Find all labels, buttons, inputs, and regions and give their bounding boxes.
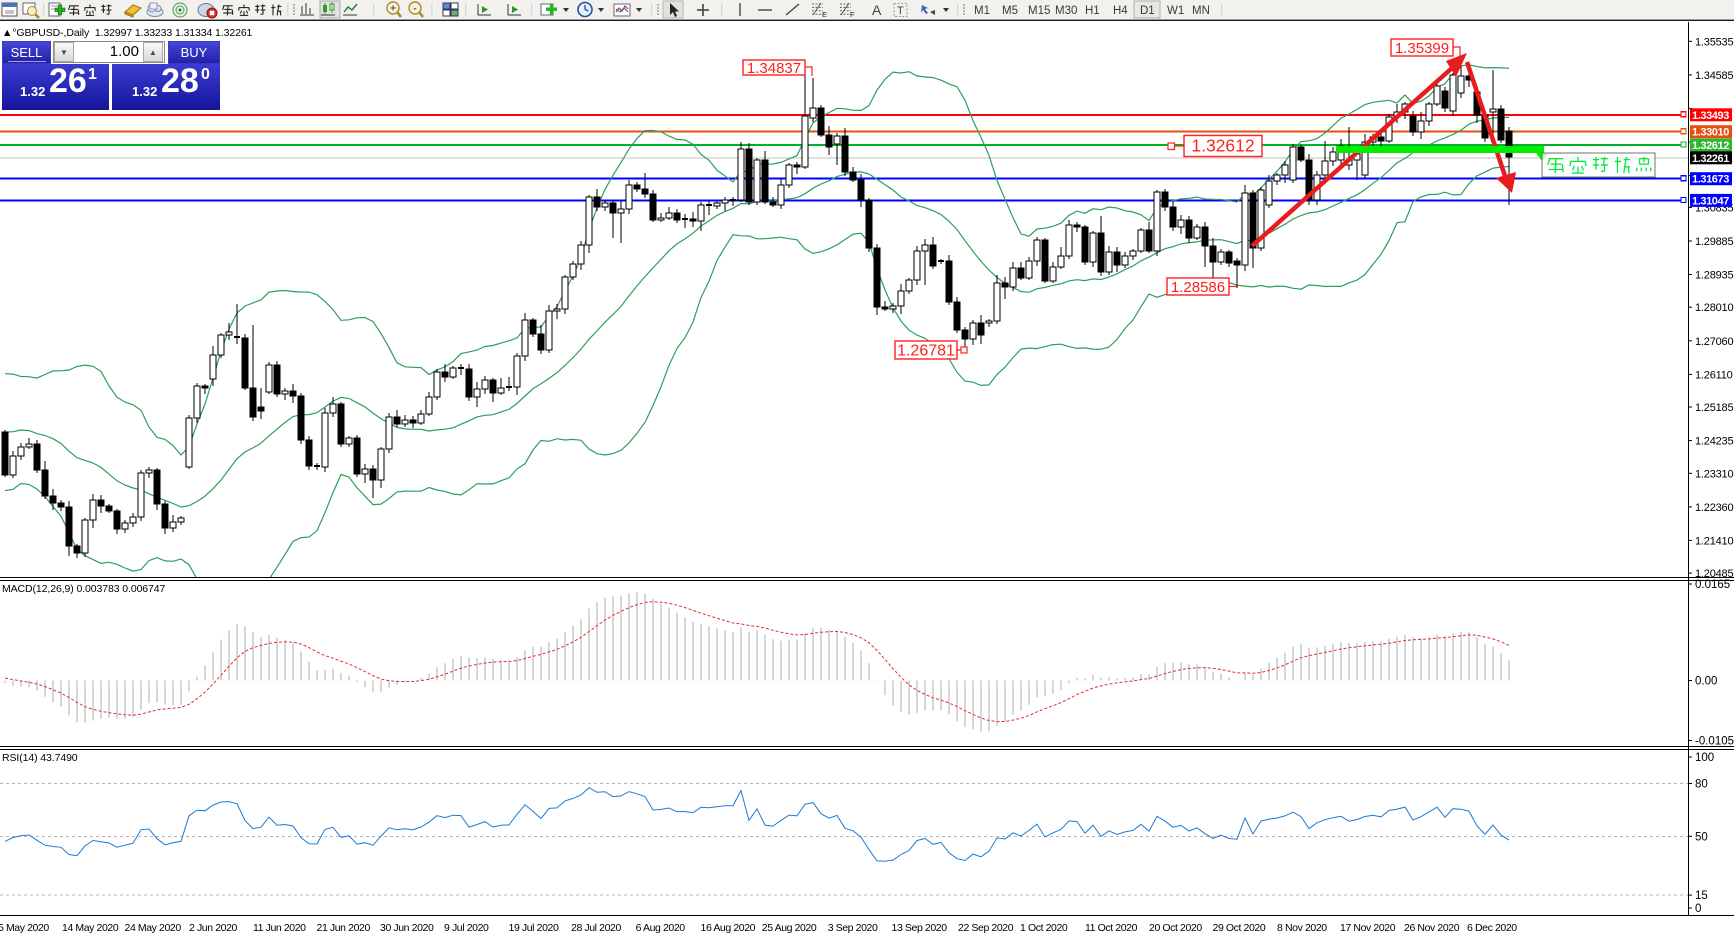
svg-text:M15: M15	[1028, 5, 1050, 17]
svg-text:H4: H4	[1113, 5, 1128, 17]
svg-text:M30: M30	[1055, 5, 1077, 17]
svg-text:20 Oct 2020: 20 Oct 2020	[1149, 922, 1202, 934]
svg-text:16 Aug 2020: 16 Aug 2020	[701, 922, 756, 934]
svg-text:A: A	[872, 2, 882, 18]
svg-text:1.25185: 1.25185	[1695, 402, 1733, 414]
svg-text:M5: M5	[1002, 5, 1018, 17]
svg-text:50: 50	[1695, 831, 1708, 843]
svg-text:1.33010: 1.33010	[1692, 127, 1729, 139]
svg-text:80: 80	[1695, 779, 1708, 791]
svg-text:0: 0	[1695, 903, 1701, 915]
svg-text:M1: M1	[974, 5, 990, 17]
svg-text:1.32612: 1.32612	[1692, 140, 1729, 152]
svg-text:F: F	[850, 10, 855, 19]
svg-text:9 Jul 2020: 9 Jul 2020	[444, 922, 489, 934]
svg-text:0.00: 0.00	[1695, 676, 1717, 688]
svg-text:8 Nov 2020: 8 Nov 2020	[1277, 922, 1327, 934]
svg-text:1.35535: 1.35535	[1695, 36, 1733, 48]
svg-text:11 Oct 2020: 11 Oct 2020	[1085, 922, 1138, 934]
svg-text:-0.010571: -0.010571	[1695, 736, 1734, 748]
svg-text:6 Aug 2020: 6 Aug 2020	[636, 922, 686, 934]
svg-text:1.26781: 1.26781	[897, 343, 955, 360]
svg-text:1.21410: 1.21410	[1695, 535, 1733, 547]
svg-text:5 May 2020: 5 May 2020	[0, 922, 49, 934]
svg-text:1.26110: 1.26110	[1695, 369, 1733, 381]
svg-text:MN: MN	[1192, 5, 1210, 17]
svg-text:1.27060: 1.27060	[1695, 336, 1733, 348]
svg-text:H1: H1	[1085, 5, 1100, 17]
svg-text:15: 15	[1695, 890, 1708, 902]
svg-text:1.32261: 1.32261	[1692, 153, 1729, 165]
svg-text:11 Jun 2020: 11 Jun 2020	[253, 922, 306, 934]
svg-text:RSI(14) 43.7490: RSI(14) 43.7490	[2, 752, 78, 764]
svg-text:17 Nov 2020: 17 Nov 2020	[1340, 922, 1396, 934]
svg-text:+: +	[390, 4, 396, 15]
svg-text:1.24235: 1.24235	[1695, 436, 1733, 448]
svg-text:1.31047: 1.31047	[1692, 195, 1729, 207]
svg-text:22 Sep 2020: 22 Sep 2020	[958, 922, 1014, 934]
svg-text:100: 100	[1695, 752, 1714, 764]
svg-text:21 Jun 2020: 21 Jun 2020	[317, 922, 371, 934]
svg-text:28 Jul 2020: 28 Jul 2020	[571, 922, 621, 934]
svg-text:1.33493: 1.33493	[1692, 110, 1729, 122]
svg-text:30 Jun 2020: 30 Jun 2020	[380, 922, 434, 934]
svg-text:T: T	[897, 5, 904, 17]
svg-text:D1: D1	[1140, 5, 1155, 17]
svg-text:-: -	[413, 4, 416, 15]
svg-text:13 Sep 2020: 13 Sep 2020	[892, 922, 948, 934]
svg-text:1.28586: 1.28586	[1171, 279, 1225, 296]
svg-text:1.22360: 1.22360	[1695, 502, 1733, 514]
svg-text:0.0165: 0.0165	[1695, 579, 1730, 591]
svg-text:6 Dec 2020: 6 Dec 2020	[1467, 922, 1517, 934]
svg-text:1.28935: 1.28935	[1695, 270, 1733, 282]
svg-text:MACD(12,26,9) 0.003783 0.00674: MACD(12,26,9) 0.003783 0.006747	[2, 583, 166, 595]
svg-text:1.23310: 1.23310	[1695, 468, 1733, 480]
svg-text:1.20485: 1.20485	[1695, 568, 1733, 580]
svg-text:1.31673: 1.31673	[1692, 174, 1729, 186]
svg-text:19 Jul 2020: 19 Jul 2020	[509, 922, 559, 934]
svg-text:1.35399: 1.35399	[1395, 40, 1449, 57]
svg-text:E: E	[822, 10, 827, 19]
svg-text:24 May 2020: 24 May 2020	[125, 922, 182, 934]
svg-text:25 Aug 2020: 25 Aug 2020	[762, 922, 817, 934]
svg-text:1 Oct 2020: 1 Oct 2020	[1020, 922, 1068, 934]
svg-text:1.34585: 1.34585	[1695, 70, 1733, 82]
svg-text:1.32612: 1.32612	[1191, 136, 1254, 156]
svg-text:14 May 2020: 14 May 2020	[62, 922, 119, 934]
svg-text:2 Jun 2020: 2 Jun 2020	[189, 922, 238, 934]
svg-text:29 Oct 2020: 29 Oct 2020	[1213, 922, 1266, 934]
svg-text:1.28010: 1.28010	[1695, 302, 1733, 314]
svg-text:3 Sep 2020: 3 Sep 2020	[828, 922, 878, 934]
svg-text:W1: W1	[1167, 5, 1184, 17]
svg-text:1.34837: 1.34837	[747, 60, 801, 77]
svg-text:26 Nov 2020: 26 Nov 2020	[1404, 922, 1460, 934]
svg-text:▲°GBPUSD-,Daily 1.32997 1.332: ▲°GBPUSD-,Daily 1.32997 1.33233 1.31334 …	[2, 27, 253, 39]
svg-text:1.29885: 1.29885	[1695, 236, 1733, 248]
